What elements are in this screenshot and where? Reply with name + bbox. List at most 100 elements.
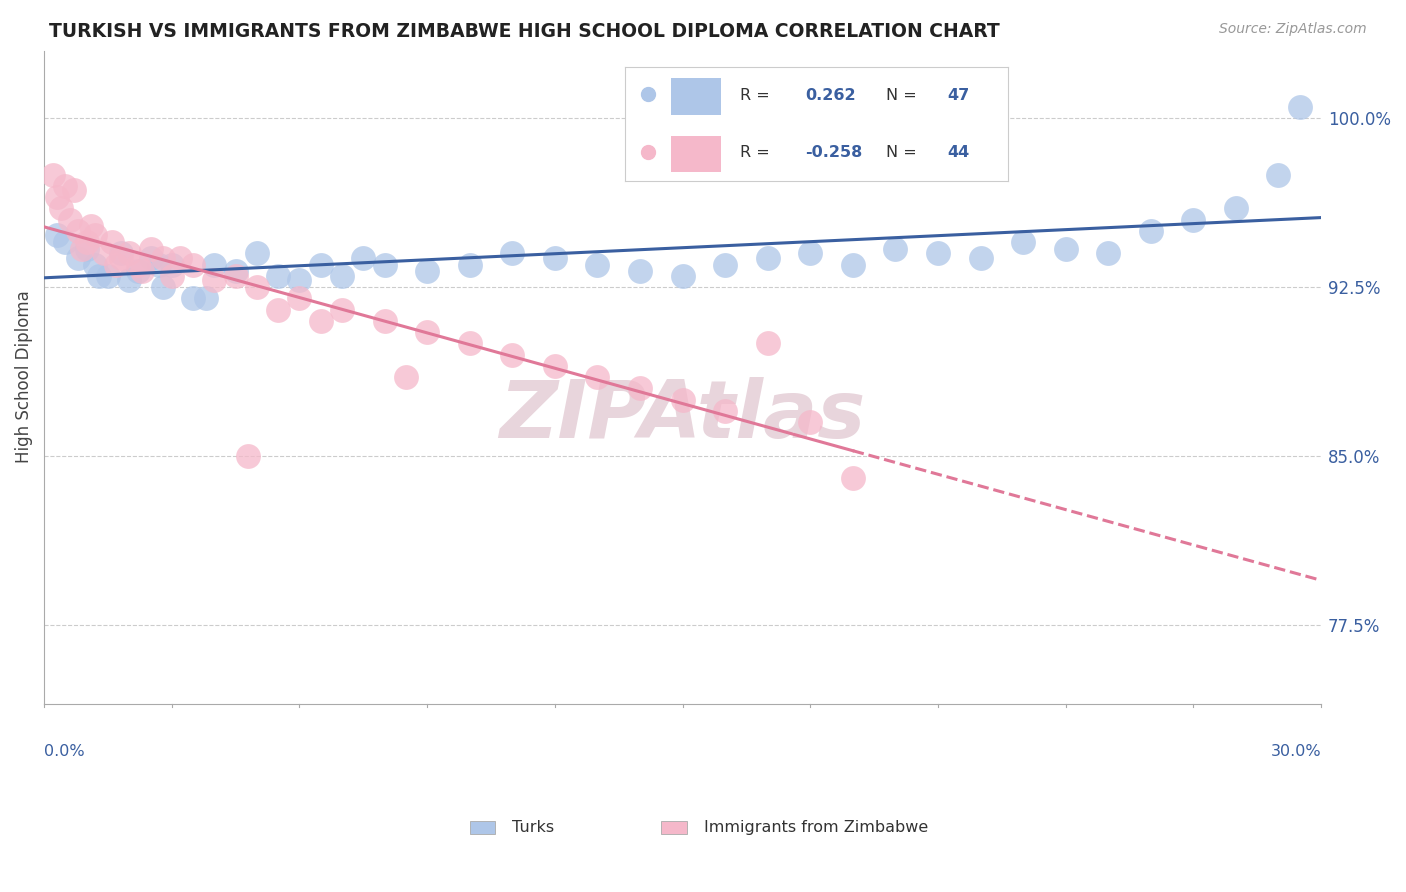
Point — [714, 258, 737, 272]
Point — [395, 370, 418, 384]
Point — [127, 258, 149, 272]
Point — [267, 302, 290, 317]
Point — [1012, 235, 1035, 249]
Point — [202, 273, 225, 287]
Point — [501, 246, 523, 260]
Point — [238, 449, 260, 463]
Point — [288, 291, 311, 305]
Point — [884, 242, 907, 256]
Point — [152, 251, 174, 265]
Point — [1182, 212, 1205, 227]
Point — [118, 246, 141, 260]
Point — [110, 246, 132, 260]
Point — [671, 392, 693, 407]
FancyBboxPatch shape — [470, 821, 495, 834]
Point — [309, 258, 332, 272]
Point — [202, 258, 225, 272]
Point — [374, 258, 396, 272]
Point — [799, 415, 821, 429]
Point — [152, 280, 174, 294]
Point — [628, 381, 651, 395]
Point — [1054, 242, 1077, 256]
Point — [67, 251, 90, 265]
Point — [160, 268, 183, 283]
Point — [671, 268, 693, 283]
Point — [225, 264, 247, 278]
Point — [89, 268, 111, 283]
Point — [127, 264, 149, 278]
Point — [246, 246, 269, 260]
Point — [55, 235, 77, 249]
Point — [288, 273, 311, 287]
Point — [501, 348, 523, 362]
Point — [1225, 201, 1247, 215]
Point — [799, 246, 821, 260]
Point — [131, 264, 153, 278]
Point — [969, 251, 991, 265]
Point — [169, 251, 191, 265]
Point — [458, 336, 481, 351]
Point — [194, 291, 217, 305]
Point — [225, 268, 247, 283]
Point — [352, 251, 374, 265]
Point — [139, 242, 162, 256]
Point — [416, 325, 439, 339]
Point — [105, 258, 128, 272]
Point — [586, 258, 609, 272]
Point — [374, 314, 396, 328]
Point — [246, 280, 269, 294]
Point — [416, 264, 439, 278]
Point — [160, 258, 183, 272]
Point — [756, 336, 779, 351]
Point — [76, 235, 98, 249]
Point — [67, 224, 90, 238]
Point — [41, 168, 63, 182]
Point — [586, 370, 609, 384]
Point — [330, 302, 353, 317]
Text: Source: ZipAtlas.com: Source: ZipAtlas.com — [1219, 22, 1367, 37]
Point — [458, 258, 481, 272]
Point — [49, 201, 72, 215]
Point — [628, 264, 651, 278]
Point — [181, 258, 204, 272]
Point — [80, 219, 103, 234]
Point — [1139, 224, 1161, 238]
Point — [118, 273, 141, 287]
Point — [110, 251, 132, 265]
Text: ZIPAtlas: ZIPAtlas — [499, 377, 866, 455]
Point — [101, 235, 124, 249]
Point — [45, 190, 67, 204]
Point — [842, 471, 865, 485]
Point — [756, 251, 779, 265]
Point — [55, 178, 77, 193]
Point — [76, 242, 98, 256]
Text: Turks: Turks — [512, 820, 554, 835]
Point — [84, 258, 107, 272]
Point — [267, 268, 290, 283]
Point — [139, 251, 162, 265]
Y-axis label: High School Diploma: High School Diploma — [15, 291, 32, 464]
Point — [84, 228, 107, 243]
Text: 0.0%: 0.0% — [44, 744, 84, 759]
Text: Immigrants from Zimbabwe: Immigrants from Zimbabwe — [704, 820, 928, 835]
Point — [927, 246, 949, 260]
Point — [544, 359, 567, 373]
FancyBboxPatch shape — [661, 821, 688, 834]
Point — [63, 183, 86, 197]
Point — [1267, 168, 1289, 182]
Point — [544, 251, 567, 265]
Point — [72, 242, 94, 256]
Point — [842, 258, 865, 272]
Point — [59, 212, 82, 227]
Point — [45, 228, 67, 243]
Point — [181, 291, 204, 305]
Point — [1097, 246, 1119, 260]
Point — [148, 258, 170, 272]
Text: TURKISH VS IMMIGRANTS FROM ZIMBABWE HIGH SCHOOL DIPLOMA CORRELATION CHART: TURKISH VS IMMIGRANTS FROM ZIMBABWE HIGH… — [49, 22, 1000, 41]
Point — [309, 314, 332, 328]
Point — [97, 268, 120, 283]
Point — [1288, 100, 1310, 114]
Point — [714, 404, 737, 418]
Point — [330, 268, 353, 283]
Text: 30.0%: 30.0% — [1271, 744, 1322, 759]
